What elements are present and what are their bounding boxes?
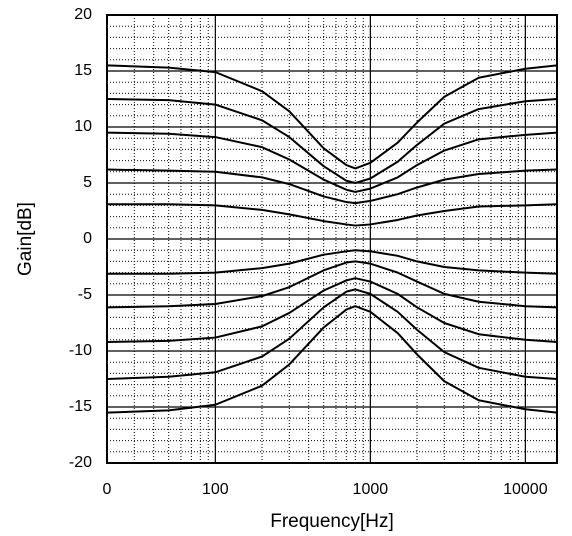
y-tick-label: -10: [69, 342, 92, 359]
y-tick-label: 20: [74, 6, 92, 23]
line-series: [106, 277, 558, 344]
line-series: [106, 98, 558, 184]
y-axis-title: Gain[dB]: [15, 202, 36, 276]
x-tick-label: 10000: [503, 481, 548, 498]
line-series: [106, 260, 558, 309]
plot-frame: [106, 14, 558, 464]
y-tick-label: 0: [83, 230, 92, 247]
y-tick-label: -15: [69, 398, 92, 415]
line-series: [106, 305, 558, 414]
line-series: [107, 203, 558, 227]
line-series: [106, 168, 558, 205]
line-series: [106, 64, 558, 170]
x-axis-title: Frequency[Hz]: [270, 511, 394, 532]
y-tick-label: -20: [69, 454, 92, 471]
y-tick-label: 15: [74, 62, 92, 79]
y-tick-label: 5: [83, 174, 92, 191]
y-tick-label: -5: [78, 286, 92, 303]
line-series: [107, 249, 558, 275]
x-tick-label: 100: [202, 481, 229, 498]
x-tick-label: 0: [103, 481, 112, 498]
x-tick-label: 1000: [353, 481, 389, 498]
line-series: [106, 131, 558, 193]
y-tick-label: 10: [74, 118, 92, 135]
line-series: [106, 288, 558, 380]
